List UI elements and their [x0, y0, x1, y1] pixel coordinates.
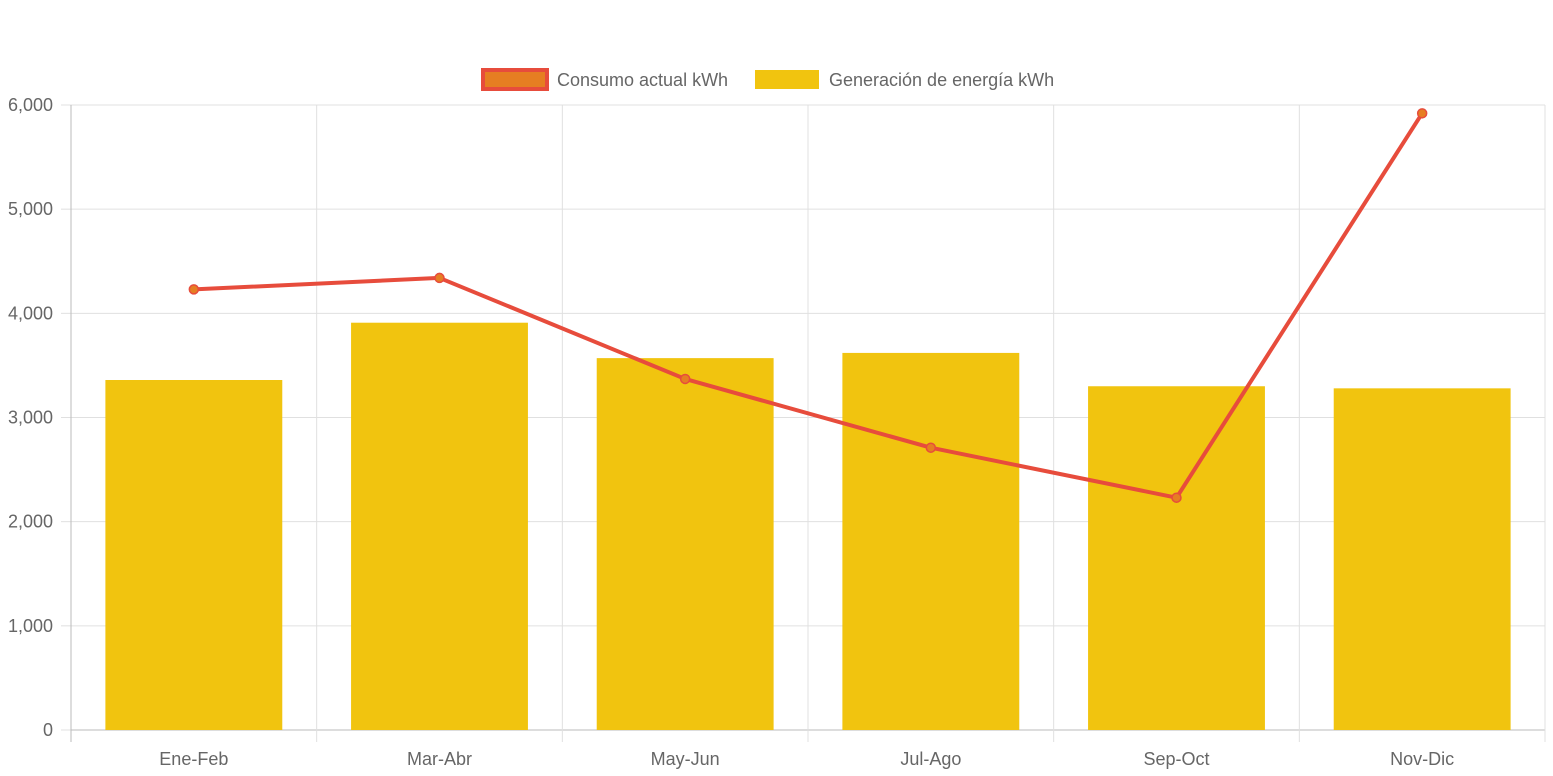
legend-swatch-generacion — [755, 70, 819, 89]
legend-swatch-consumo — [481, 68, 549, 91]
legend-item-generacion[interactable]: Generación de energía kWh — [755, 70, 1054, 90]
legend-label-generacion: Generación de energía kWh — [829, 70, 1054, 90]
line-series — [188, 108, 1428, 503]
line-consumo — [193, 112, 1424, 500]
x-tick-label: May-Jun — [651, 749, 720, 769]
y-tick-label: 3,000 — [8, 408, 53, 428]
bar-series — [105, 322, 1511, 730]
legend-label-consumo: Consumo actual kWh — [557, 70, 728, 90]
y-tick-label: 6,000 — [8, 95, 53, 115]
point-consumo — [1171, 492, 1182, 503]
bar-generacion — [842, 352, 1020, 730]
x-tick-label: Mar-Abr — [407, 749, 472, 769]
point-consumo — [925, 442, 937, 453]
grid-lines — [61, 104, 1546, 742]
x-tick-label: Sep-Oct — [1143, 749, 1209, 769]
bar-generacion — [1088, 386, 1265, 730]
y-tick-label: 4,000 — [8, 303, 53, 323]
y-tick-label: 0 — [43, 720, 53, 740]
x-tick-label: Nov-Dic — [1390, 749, 1454, 769]
x-tick-label: Ene-Feb — [159, 749, 228, 769]
legend-item-consumo[interactable]: Consumo actual kWh — [481, 68, 728, 91]
axes: 0 1,000 2,000 3,000 4,000 5,000 6,000 Ene-Feb Ma… — [8, 95, 1454, 769]
x-tick-label: Jul-Ago — [900, 749, 961, 769]
bar-generacion — [596, 358, 774, 730]
legend: Consumo actual kWh Generación de energía… — [481, 68, 1054, 91]
y-tick-label: 1,000 — [8, 616, 53, 636]
point-consumo — [679, 373, 691, 385]
y-tick-label: 5,000 — [8, 199, 53, 219]
point-consumo — [1416, 108, 1428, 119]
bar-generacion — [105, 380, 283, 730]
point-consumo — [434, 272, 445, 284]
point-consumo — [188, 284, 200, 295]
y-tick-label: 2,000 — [8, 512, 53, 532]
bar-generacion — [351, 322, 528, 730]
bar-generacion — [1333, 388, 1511, 730]
